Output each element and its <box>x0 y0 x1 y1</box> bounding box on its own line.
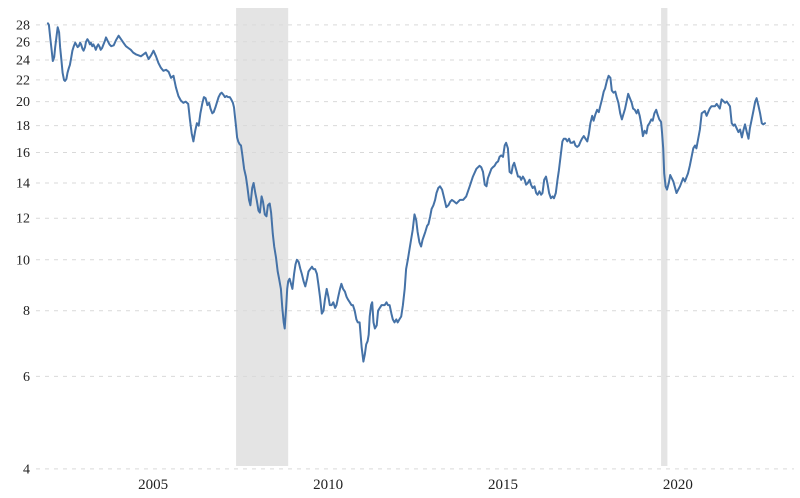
y-axis-tick-label: 6 <box>23 370 30 385</box>
x-axis-tick-label: 2010 <box>313 477 343 493</box>
y-axis-tick-label: 26 <box>16 35 30 50</box>
x-axis-tick-label: 2005 <box>138 477 168 493</box>
y-axis-tick-label: 24 <box>16 54 30 69</box>
y-axis-tick-label: 8 <box>23 304 30 319</box>
x-axis-tick-label: 2015 <box>488 477 518 493</box>
y-axis-tick-label: 16 <box>16 146 30 161</box>
y-axis-tick-label: 14 <box>16 177 30 192</box>
recession-band <box>661 8 668 466</box>
x-axis-tick-label: 2020 <box>663 477 693 493</box>
data-series-line <box>46 22 766 363</box>
y-axis-tick-label: 10 <box>16 253 30 268</box>
y-axis-tick-label: 20 <box>16 95 30 110</box>
y-axis-tick-label: 18 <box>16 119 30 134</box>
y-axis-tick-label: 4 <box>23 462 30 477</box>
recession-band <box>236 8 289 466</box>
y-axis-tick-label: 28 <box>16 18 30 33</box>
y-axis-tick-label: 22 <box>16 73 30 88</box>
y-axis-tick-label: 12 <box>16 212 30 227</box>
